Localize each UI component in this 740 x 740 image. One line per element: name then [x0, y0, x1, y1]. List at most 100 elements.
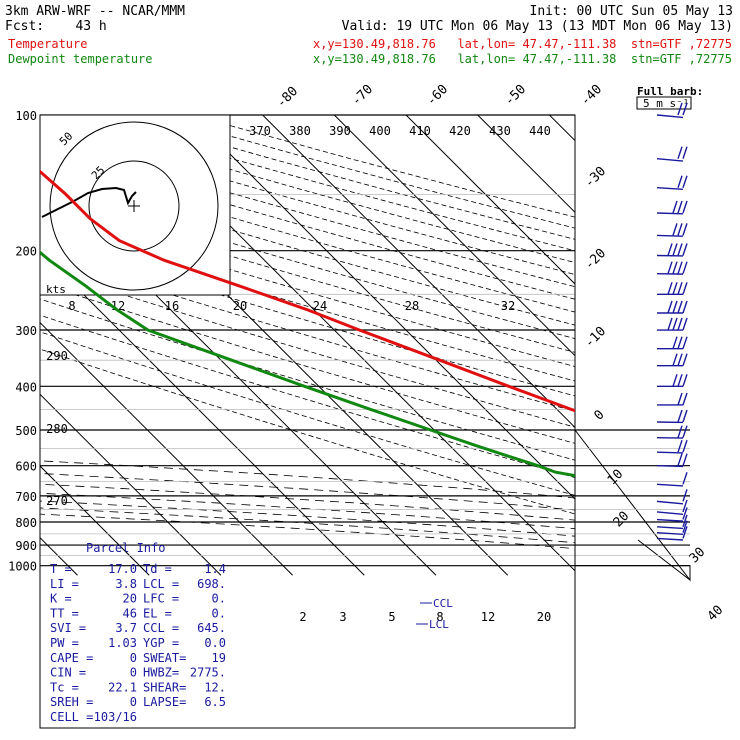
forecast-hour: Fcst: 43 h: [5, 19, 107, 34]
legend-temperature-name: Temperature: [8, 37, 87, 51]
dry-adiabat: [40, 282, 575, 444]
moist-adiabat: [40, 460, 575, 499]
theta-label: 380: [289, 124, 311, 138]
parcel-info-cell: 0: [130, 651, 137, 665]
parcel-info-cell: Tc =: [50, 680, 79, 694]
wind-barb-feather: [682, 489, 688, 502]
wind-barb-feather: [672, 336, 678, 349]
wind-barb: [657, 317, 688, 331]
isotherm: [621, 115, 740, 575]
wind-barb-shaft: [656, 518, 684, 522]
pressure-label: 700: [15, 490, 37, 504]
wind-barb-feather: [682, 520, 688, 533]
wind-barb-shaft: [656, 532, 684, 535]
parcel-info-cell: 20: [123, 592, 137, 606]
dry-adiabat: [40, 211, 575, 367]
dry-adiabat: [40, 253, 575, 412]
wind-barb-feather: [672, 282, 678, 295]
mixing-label-lower: 2: [299, 610, 306, 624]
wind-barb-shaft: [656, 114, 684, 119]
isotherm-label-right: 20: [611, 509, 633, 531]
mixing-label-lower: 12: [481, 610, 495, 624]
parcel-info-cell: 698.: [197, 577, 226, 591]
isotherm: [477, 115, 575, 214]
parcel-info-cell: LFC =: [143, 592, 179, 606]
hodograph-ring-25: [88, 160, 180, 252]
wind-barb: [656, 200, 688, 215]
temperature-profile: [40, 169, 575, 413]
dewpoint-profile: [40, 250, 575, 478]
isotherm-label-right: -30: [582, 164, 609, 191]
init-time: Init: 00 UTC Sun 05 May 13: [530, 4, 734, 19]
mixing-label-upper: 8: [68, 299, 75, 313]
parcel-info-title: Parcel Info: [86, 541, 165, 555]
wind-barb-feather: [672, 243, 678, 256]
wind-barb-feather: [677, 409, 683, 423]
wind-barb-feather: [682, 146, 688, 159]
wind-barb: [656, 520, 688, 535]
parcel-info-cell: 3.7: [115, 621, 137, 635]
parcel-info-cell: CIN =: [50, 666, 86, 680]
hodograph-unit: kts: [46, 283, 66, 296]
wind-barb-feather: [677, 336, 683, 349]
wind-barbs: [656, 102, 688, 541]
wind-barb-feather: [677, 425, 683, 438]
pressure-label: 100: [15, 109, 37, 123]
wind-barb-feather: [672, 261, 678, 274]
parcel-info-cell: SVI =: [50, 621, 86, 635]
theta-label-left: 280: [46, 422, 68, 436]
wind-barb-feather: [682, 499, 688, 513]
pressure-label: 400: [15, 380, 37, 394]
wind-barb-feather: [682, 392, 688, 406]
pressure-label: 900: [15, 539, 37, 553]
parcel-info-cell: 1.4: [204, 562, 226, 576]
isotherm: [190, 115, 575, 500]
theta-label: 370: [249, 124, 271, 138]
parcel-info-cell: 6.5: [204, 695, 226, 709]
wind-barb-feather: [672, 353, 678, 366]
parcel-info-cell: 19: [212, 651, 226, 665]
mixing-label-lower: 5: [388, 610, 395, 624]
wind-barb-shaft: [656, 483, 684, 487]
parcel-info-cell: 3.8: [115, 577, 137, 591]
isotherm-label-right: -20: [582, 246, 609, 273]
mixing-label-upper: 32: [501, 299, 515, 313]
wind-barb-feather: [672, 300, 678, 314]
wind-barb-feather: [672, 223, 678, 236]
parcel-info-cell: LAPSE=: [143, 695, 186, 709]
wind-barb-shaft: [656, 187, 684, 191]
lower-panel-edge: [637, 539, 691, 581]
pressure-label: 200: [15, 245, 37, 259]
parcel-info-cell: K =: [50, 592, 72, 606]
wind-barb-shaft: [656, 464, 684, 468]
theta-label: 430: [489, 124, 511, 138]
dry-adiabat: [40, 184, 575, 340]
parcel-info-cell: CCL =: [143, 621, 179, 635]
wind-barb: [656, 472, 688, 487]
isotherm-label-right: 10: [605, 467, 627, 489]
valid-time: Valid: 19 UTC Mon 06 May 13 (13 MDT Mon …: [342, 19, 733, 34]
wind-barb-feather: [682, 514, 688, 528]
isotherm-label-right: 30: [687, 545, 709, 567]
wind-barb: [656, 102, 688, 119]
wind-barb-shaft: [656, 212, 684, 215]
wind-barb-shaft: [656, 157, 684, 162]
wind-barb-feather: [682, 453, 688, 466]
isotherm: [0, 115, 6, 575]
wind-barb-shaft: [656, 234, 684, 237]
wind-barb-feather: [682, 102, 688, 116]
wind-key-value: 5 m s⁻¹: [643, 97, 689, 110]
hodograph-trace: [41, 186, 137, 218]
wind-barb-feather: [682, 317, 688, 331]
isotherm-label-right: 0: [591, 407, 607, 423]
mixing-label-lower: 3: [339, 610, 346, 624]
wind-barb-feather: [682, 374, 688, 387]
legend-dewpoint-location: x,y=130.49,818.76 lat,lon= 47.47,-111.38…: [313, 52, 732, 66]
wind-barb-feather: [672, 374, 678, 387]
isotherm-label-top: -40: [578, 82, 605, 109]
parcel-info-cell: 103/16: [94, 710, 137, 724]
pressure-axis-labels: 100 200 300 400 500 600 700 800 900 1000: [8, 109, 37, 574]
moist-adiabat: [40, 513, 575, 550]
theta-label: 390: [329, 124, 351, 138]
